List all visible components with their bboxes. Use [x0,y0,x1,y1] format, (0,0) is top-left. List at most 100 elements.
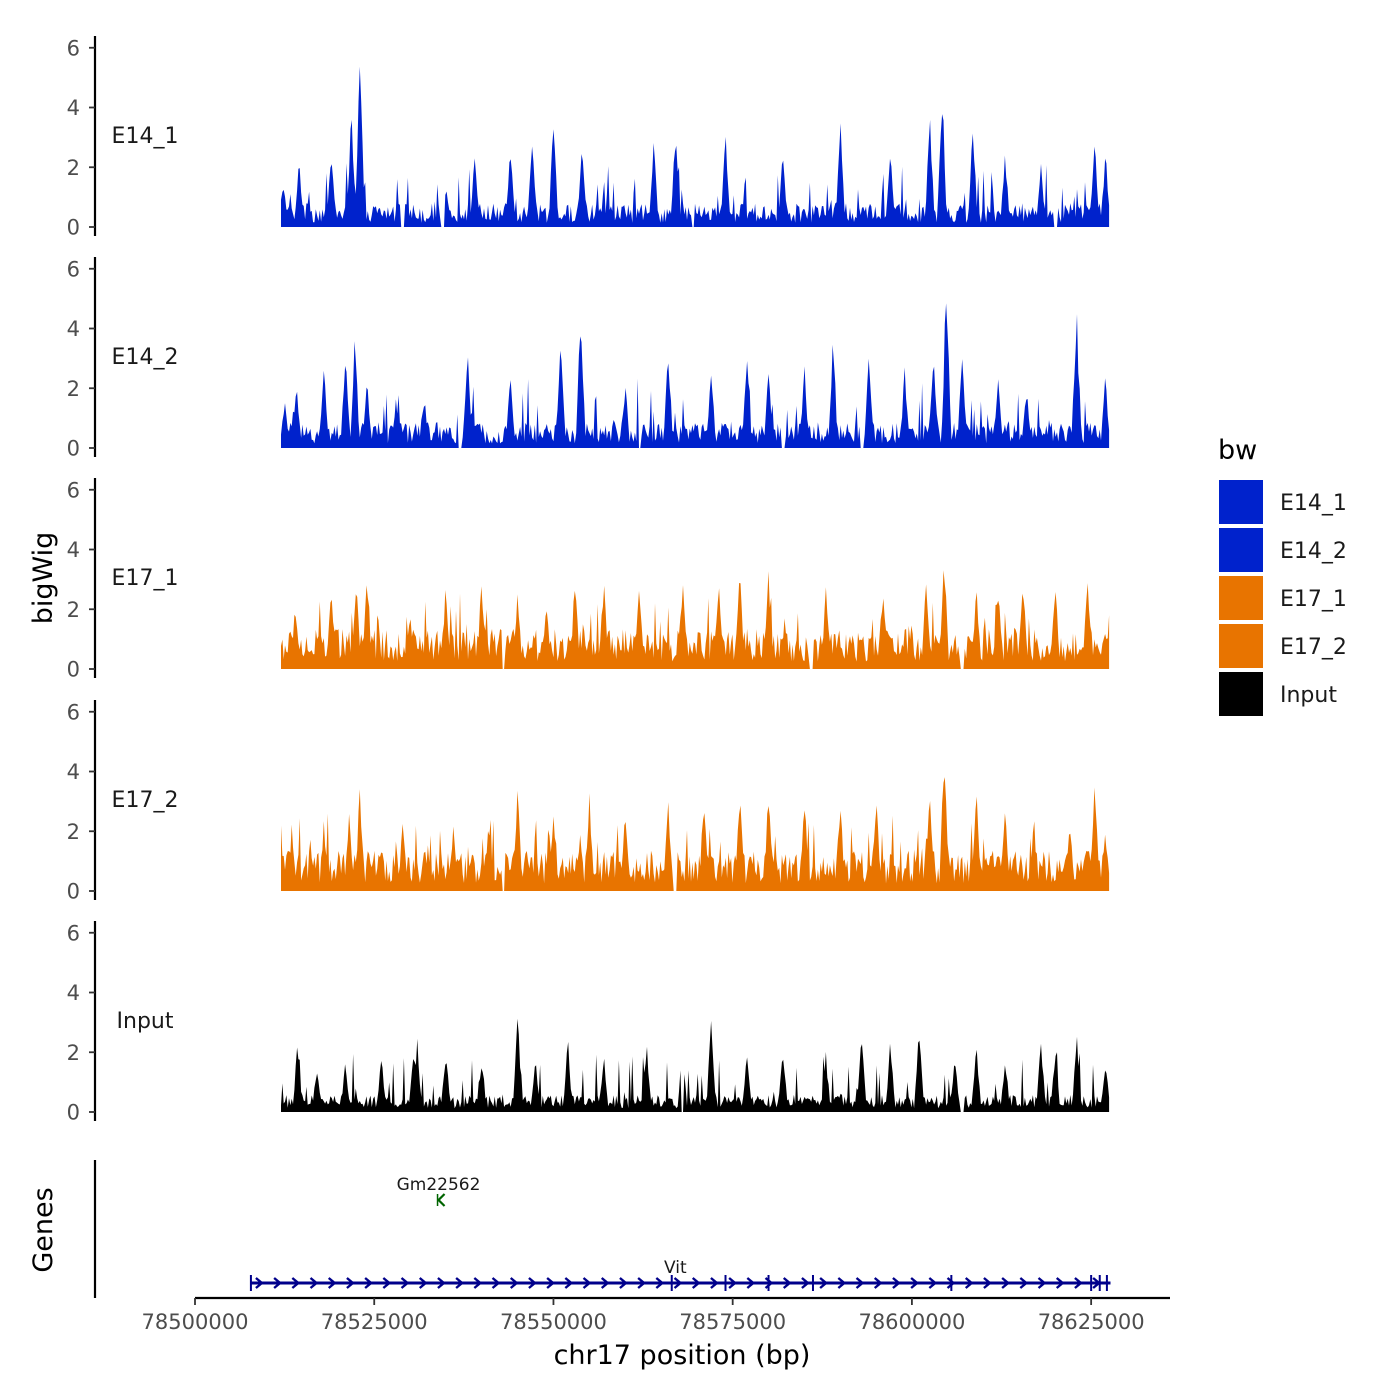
legend-label-input: Input [1280,683,1337,708]
gene-strand-arrow [455,1277,464,1289]
gene-panel: Gm22562 Vit [93,1160,1111,1298]
gene-strand-arrow [382,1277,392,1289]
gene-strand-arrow [855,1277,865,1289]
legend-swatch-e14-2 [1219,528,1263,572]
signal-area-e17-1 [281,570,1110,669]
gene-strand-arrow [637,1277,646,1289]
y-tick-label: 6 [67,257,80,281]
gene-strand-arrow [928,1277,938,1289]
y-tick-label: 4 [67,760,80,784]
y-tick-label: 0 [67,437,80,461]
gene-strand-arrow [509,1277,519,1289]
x-tick-label: 78525000 [321,1310,428,1334]
gene-strand-arrow [528,1277,537,1289]
gene-strand-arrow [983,1277,992,1289]
legend-label-e17-1: E17_1 [1280,587,1347,612]
track-e14-1: 0 2 4 6 E14_1 [67,36,1110,240]
y-tick-label: 4 [67,981,80,1005]
y-tick-label: 2 [67,598,80,622]
gene-strand-arrow [400,1277,410,1289]
gene-strand-arrow [327,1277,337,1289]
x-tick-label: 78500000 [142,1310,249,1334]
gene-strand-arrow [273,1277,282,1289]
signal-area-e17-2 [281,777,1110,891]
gene-strand-arrow [1055,1277,1065,1289]
track-label: E14_2 [112,345,179,370]
x-tick-label: 78575000 [679,1310,786,1334]
y-tick-label: 0 [67,658,80,682]
gene-strand-arrow [691,1277,701,1289]
gene-strand-arrow [964,1277,974,1289]
gene-strand-arrow [1001,1277,1010,1289]
gene-strand-arrow [600,1277,610,1289]
signal-area-e14-2 [281,303,1110,448]
gene-strand-arrow [946,1277,956,1289]
gene-strand-arrow [291,1277,301,1289]
signal-tracks: 0 2 4 6 E14_1 0 2 4 6 E14_2 0 2 4 6 E17_1 0 2 4 6 E17_2 0 2 4 6… [67,36,1110,1125]
legend-title: bw [1218,435,1257,466]
gene-strand-arrow [655,1277,665,1289]
x-axis: 78500000 78525000 78550000 78575000 78600000… [142,1296,1170,1334]
x-tick-label: 78625000 [1038,1310,1145,1334]
gene-strand-arrow [746,1277,756,1289]
gene-strand-arrow [801,1277,810,1289]
x-tick-label: 78600000 [858,1310,965,1334]
gene-strand-arrow [837,1277,847,1289]
signal-area-input [281,1018,1110,1112]
y-tick-label: 4 [67,96,80,120]
y-tick-label: 0 [67,880,80,904]
gene-strand-arrow [892,1277,901,1289]
gene-strand-arrow [564,1277,574,1289]
gene-strand-arrow [582,1277,592,1289]
gene-strand-arrow [819,1277,828,1289]
y-tick-label: 0 [67,1101,80,1125]
gene-strand-arrow [728,1277,737,1289]
track-e17-1: 0 2 4 6 E17_1 [67,478,1110,682]
gene-strand-arrow [1019,1277,1029,1289]
y-tick-label: 6 [67,700,80,724]
y-axis-title: bigWig [28,532,59,625]
gene-strand-arrow [473,1277,483,1289]
legend-label-e14-2: E14_2 [1280,539,1347,564]
y-tick-label: 6 [67,36,80,60]
track-input: 0 2 4 6 Input [67,921,1110,1125]
legend-swatch-e17-1 [1219,576,1263,620]
y-tick-label: 2 [67,1041,80,1065]
track-label: E14_1 [112,124,179,149]
y-tick-label: 6 [67,478,80,502]
track-label: E17_1 [112,566,179,591]
gene-strand-arrow [255,1277,264,1289]
gene-label: Vit [664,1258,687,1278]
signal-area-e14-1 [281,66,1110,227]
y-tick-label: 4 [67,538,80,562]
gene-strand-arrow [782,1277,792,1289]
y-tick-label: 2 [67,156,80,180]
y-tick-label: 6 [67,921,80,945]
gene-label: Gm22562 [397,1175,481,1195]
y-tick-label: 2 [67,377,80,401]
gene-strand-arrow [436,1193,446,1207]
gene-strand-arrow [309,1277,319,1289]
gene-strand-arrow [873,1277,883,1289]
gene-gm22562: Gm22562 [397,1175,481,1207]
gene-strand-arrow [910,1277,919,1289]
x-axis-title: chr17 position (bp) [554,1340,811,1371]
legend-swatch-e17-2 [1219,624,1263,668]
gene-strand-arrow [546,1277,555,1289]
legend-label-e17-2: E17_2 [1280,635,1347,660]
legend-swatch-input [1219,672,1263,716]
track-e14-2: 0 2 4 6 E14_2 [67,257,1110,461]
gene-strand-arrow [764,1277,774,1289]
y-tick-label: 2 [67,820,80,844]
gene-strand-arrow [418,1277,428,1289]
gene-strand-arrow [437,1277,446,1289]
gene-strand-arrow [1037,1277,1047,1289]
gene-vit: Vit [249,1258,1111,1291]
y-tick-label: 0 [67,216,80,240]
gene-strand-arrow [491,1277,501,1289]
gene-strand-arrow [346,1277,355,1289]
gene-strand-arrow [364,1277,373,1289]
legend-swatch-e14-1 [1219,480,1263,524]
legend-label-e14-1: E14_1 [1280,491,1347,516]
